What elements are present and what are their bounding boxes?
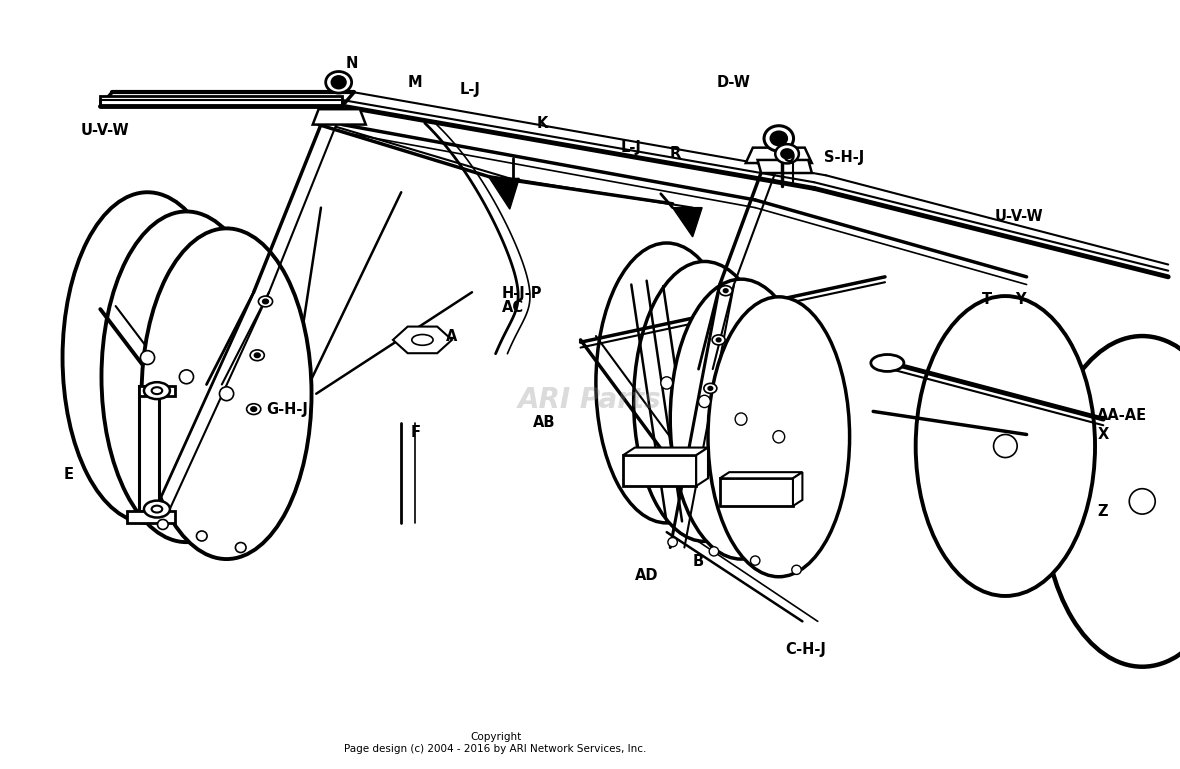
Ellipse shape — [247, 404, 261, 414]
Text: A: A — [446, 328, 458, 344]
Polygon shape — [623, 455, 696, 486]
Ellipse shape — [63, 192, 232, 523]
Ellipse shape — [151, 506, 162, 512]
Polygon shape — [793, 472, 802, 506]
Ellipse shape — [708, 297, 850, 577]
Polygon shape — [623, 448, 708, 455]
Ellipse shape — [250, 350, 264, 361]
Ellipse shape — [735, 413, 747, 425]
Text: L-J: L-J — [621, 140, 642, 155]
Ellipse shape — [750, 556, 760, 565]
Ellipse shape — [708, 386, 713, 391]
Ellipse shape — [668, 538, 677, 547]
Ellipse shape — [712, 335, 725, 345]
Polygon shape — [490, 178, 519, 209]
Ellipse shape — [773, 431, 785, 443]
Ellipse shape — [151, 387, 162, 394]
Ellipse shape — [101, 211, 271, 542]
Ellipse shape — [916, 296, 1095, 596]
Text: B: B — [693, 554, 704, 569]
Text: S-H-J: S-H-J — [824, 150, 864, 165]
Polygon shape — [100, 96, 342, 106]
Text: L-J: L-J — [459, 82, 480, 98]
Ellipse shape — [703, 384, 717, 394]
Text: AB: AB — [533, 415, 556, 431]
Ellipse shape — [670, 279, 812, 559]
Polygon shape — [127, 511, 175, 523]
Text: AC: AC — [502, 300, 524, 315]
Polygon shape — [313, 109, 366, 125]
Polygon shape — [139, 386, 159, 511]
Ellipse shape — [871, 355, 904, 371]
Text: Z: Z — [1097, 504, 1108, 519]
Ellipse shape — [196, 531, 208, 541]
Ellipse shape — [661, 377, 673, 389]
Text: X: X — [1097, 427, 1109, 442]
Ellipse shape — [1043, 336, 1180, 667]
Polygon shape — [720, 478, 793, 506]
Polygon shape — [696, 448, 708, 486]
Text: AD: AD — [635, 568, 658, 583]
Ellipse shape — [179, 370, 194, 384]
Text: Y: Y — [1015, 292, 1025, 308]
Ellipse shape — [255, 353, 260, 358]
Text: F: F — [411, 424, 420, 440]
Polygon shape — [139, 386, 175, 396]
Text: T: T — [982, 292, 991, 308]
Ellipse shape — [142, 228, 312, 559]
Polygon shape — [393, 327, 452, 353]
Text: G-H-J: G-H-J — [266, 401, 308, 417]
Ellipse shape — [709, 547, 719, 556]
Polygon shape — [720, 472, 802, 478]
Text: D-W: D-W — [717, 75, 750, 90]
Polygon shape — [746, 148, 812, 163]
Ellipse shape — [412, 335, 433, 345]
Ellipse shape — [771, 131, 787, 145]
Ellipse shape — [262, 299, 268, 304]
Ellipse shape — [258, 296, 273, 307]
Ellipse shape — [219, 387, 234, 401]
Ellipse shape — [720, 286, 732, 295]
Ellipse shape — [332, 76, 346, 88]
Text: ARI Parts: ARI Parts — [518, 386, 662, 414]
Text: R: R — [669, 146, 681, 161]
Text: Q: Q — [782, 150, 794, 165]
Ellipse shape — [994, 434, 1017, 458]
Ellipse shape — [326, 72, 352, 93]
Ellipse shape — [158, 520, 168, 529]
Ellipse shape — [775, 145, 799, 163]
Ellipse shape — [792, 565, 801, 574]
Ellipse shape — [699, 395, 710, 408]
Ellipse shape — [250, 407, 256, 411]
Ellipse shape — [716, 338, 721, 341]
Text: U-V-W: U-V-W — [995, 209, 1043, 225]
Ellipse shape — [144, 501, 170, 518]
Text: Copyright: Copyright — [470, 732, 522, 742]
Ellipse shape — [1129, 489, 1155, 514]
Polygon shape — [673, 208, 702, 237]
Text: H-J-P: H-J-P — [502, 286, 542, 301]
Ellipse shape — [140, 351, 155, 365]
Text: AA-AE: AA-AE — [1097, 408, 1147, 423]
Ellipse shape — [596, 243, 738, 523]
Text: M: M — [408, 75, 422, 90]
Text: N: N — [346, 55, 358, 71]
Ellipse shape — [723, 288, 728, 293]
Text: U-V-W: U-V-W — [80, 123, 129, 138]
Text: K: K — [537, 115, 549, 131]
Ellipse shape — [765, 126, 793, 151]
Ellipse shape — [634, 261, 775, 541]
Text: Page design (c) 2004 - 2016 by ARI Network Services, Inc.: Page design (c) 2004 - 2016 by ARI Netwo… — [345, 744, 647, 754]
Polygon shape — [758, 160, 812, 173]
Text: E: E — [64, 467, 73, 482]
Ellipse shape — [236, 543, 247, 552]
Text: C-H-J: C-H-J — [786, 642, 826, 657]
Ellipse shape — [781, 149, 793, 158]
Ellipse shape — [144, 382, 170, 399]
